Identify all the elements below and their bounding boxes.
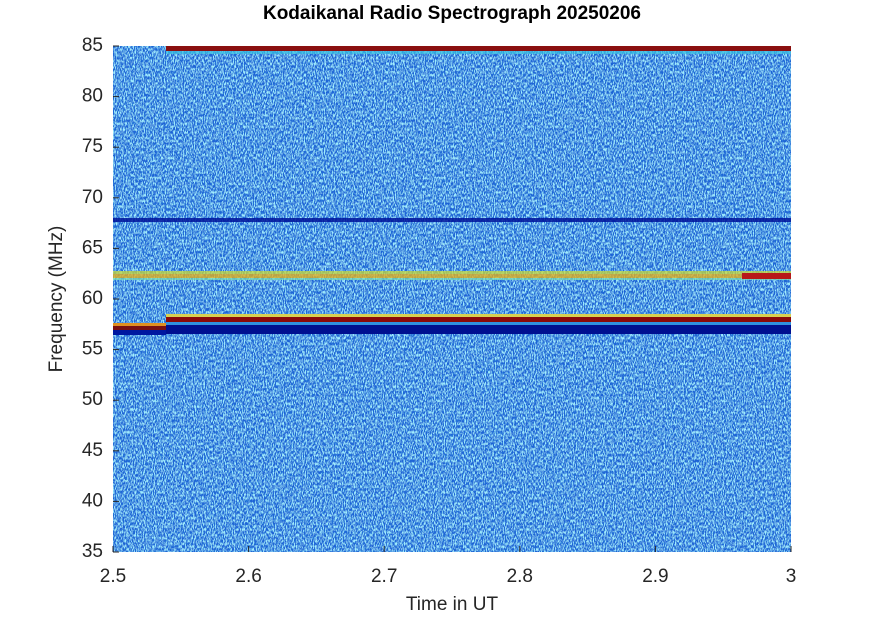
x-tick-label: 3 — [786, 566, 797, 587]
chart-title: Kodaikanal Radio Spectrograph 20250206 — [263, 3, 641, 24]
y-axis-label: Frequency (MHz) — [46, 226, 67, 373]
y-tick-label: 85 — [82, 35, 103, 56]
y-tick-label: 35 — [82, 541, 103, 562]
x-tick-label: 2.5 — [100, 566, 126, 587]
y-tick-label: 75 — [82, 136, 103, 157]
y-tick-label: 80 — [82, 86, 103, 107]
spectrogram-image — [113, 46, 791, 552]
y-tick-label: 45 — [82, 440, 103, 461]
y-tick-label: 55 — [82, 339, 103, 360]
y-tick-label: 50 — [82, 389, 103, 410]
y-tick-label: 40 — [82, 490, 103, 511]
x-tick-label: 2.7 — [371, 566, 397, 587]
x-tick-label: 2.6 — [235, 566, 261, 587]
x-tick-label: 2.8 — [507, 566, 533, 587]
y-tick-label: 65 — [82, 237, 103, 258]
x-axis-label: Time in UT — [406, 594, 499, 615]
y-tick-label: 60 — [82, 288, 103, 309]
x-tick-label: 2.9 — [642, 566, 668, 587]
y-tick-label: 70 — [82, 187, 103, 208]
